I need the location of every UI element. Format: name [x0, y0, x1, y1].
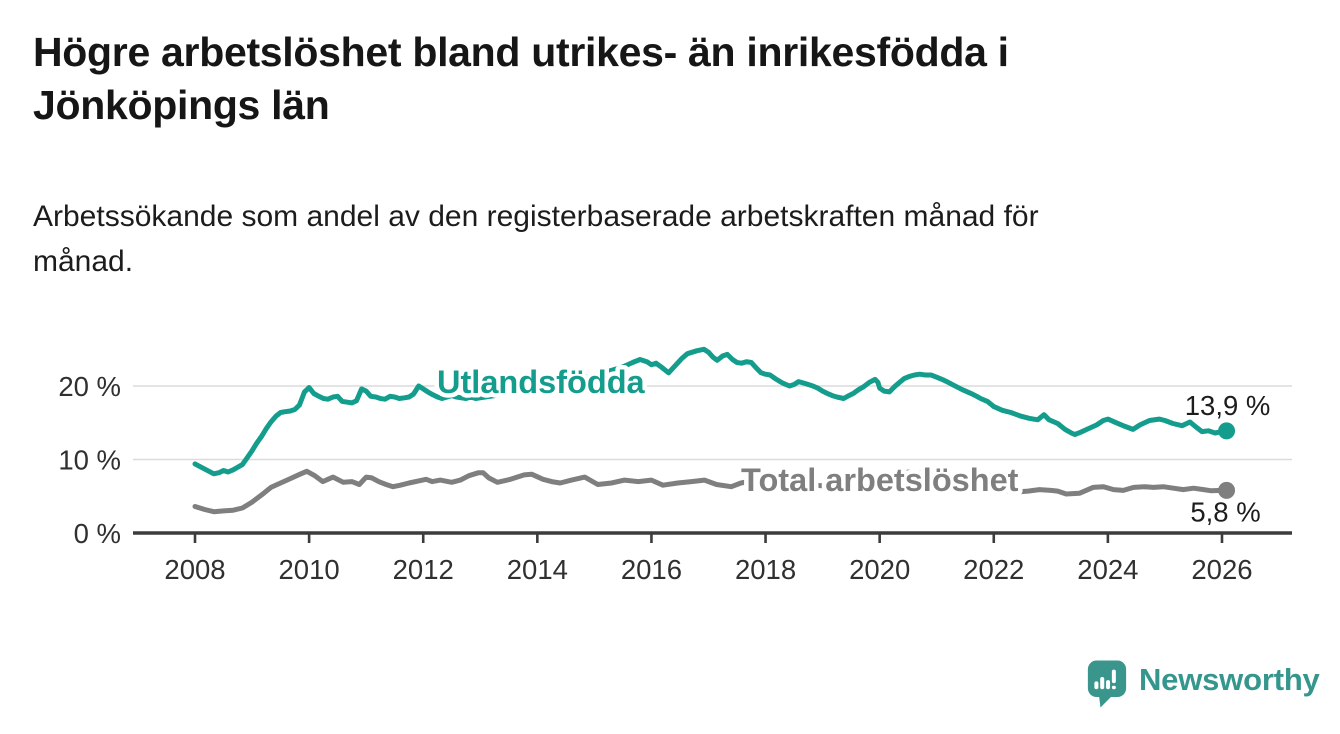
end-value-label-utlandsfodda: 13,9 %: [1185, 390, 1271, 421]
x-tick-label-2026: 2026: [1191, 554, 1252, 585]
chart-title: Högre arbetslöshet bland utrikes- än inr…: [33, 26, 1273, 133]
end-dot-total: [1218, 481, 1236, 499]
y-tick-label-20: 20 %: [58, 371, 121, 402]
bar-1: [1094, 681, 1099, 690]
y-tick-label-10: 10 %: [58, 445, 121, 476]
chart-title-line-1: Högre arbetslöshet bland utrikes- än inr…: [33, 29, 1009, 75]
x-tick-label-2012: 2012: [393, 554, 454, 585]
x-tick-label-2014: 2014: [507, 554, 568, 585]
x-tick-label-2020: 2020: [849, 554, 910, 585]
chart-subtitle-line-1: Arbetssökande som andel av den registerb…: [33, 200, 1039, 233]
series-line-total: [192, 468, 1230, 515]
series-label-total: Total arbetslöshet: [741, 462, 1019, 498]
exclamation-dot: [1111, 685, 1116, 690]
chart-subtitle-line-2: månad.: [33, 245, 134, 278]
series-line-utlandsfodda: [192, 346, 1230, 477]
bar-3: [1106, 680, 1111, 690]
end-dot-utlandsfodda: [1218, 422, 1236, 440]
x-tick-label-2024: 2024: [1077, 554, 1138, 585]
newsworthy-logo: Newsworthy: [1087, 658, 1320, 710]
newsworthy-logo-text: Newsworthy: [1139, 662, 1320, 697]
x-tick-label-2010: 2010: [279, 554, 340, 585]
y-tick-label-0: 0 %: [74, 518, 121, 549]
end-value-label-total: 5,8 %: [1190, 496, 1260, 527]
chart-subtitle: Arbetssökande som andel av den registerb…: [33, 194, 1263, 284]
x-tick-label-2022: 2022: [963, 554, 1024, 585]
newsworthy-logo-icon: [1087, 660, 1127, 708]
x-tick-label-2018: 2018: [735, 554, 796, 585]
chart-title-line-2: Jönköpings län: [33, 82, 330, 129]
x-tick-label-2016: 2016: [621, 554, 682, 585]
series-label-utlandsfodda: Utlandsfödda: [437, 364, 646, 400]
exclamation-bar: [1111, 669, 1116, 684]
x-tick-label-2008: 2008: [164, 554, 225, 585]
bar-2: [1100, 677, 1105, 690]
